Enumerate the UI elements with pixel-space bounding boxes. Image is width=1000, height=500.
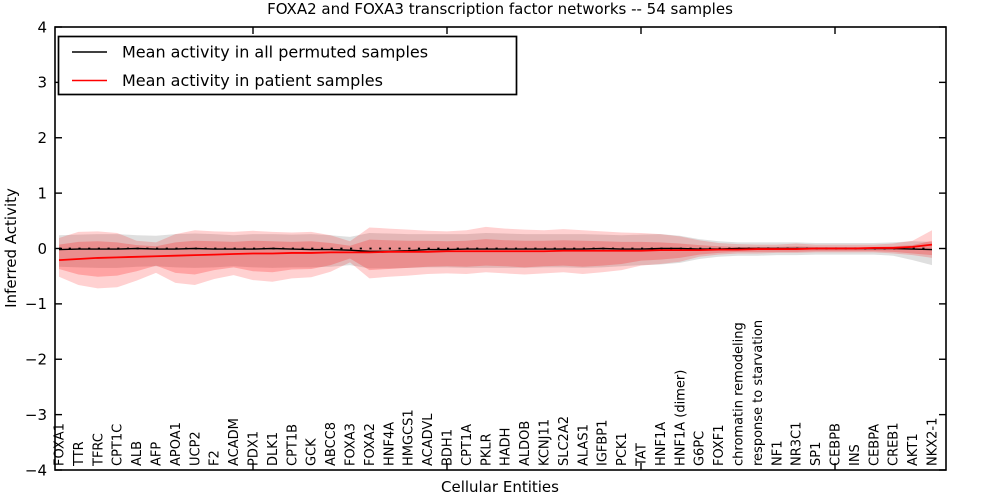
x-category-label: DLK1 xyxy=(266,432,281,466)
y-tick-label: 1 xyxy=(37,184,47,202)
y-tick-label: −2 xyxy=(25,351,47,369)
x-category-label: UCP2 xyxy=(188,431,203,466)
x-category-label: HNF1A xyxy=(654,422,669,466)
y-tick-label: 2 xyxy=(37,129,47,147)
x-category-label: CEBPA xyxy=(867,424,882,466)
x-category-label: CEBPB xyxy=(829,423,844,466)
x-category-label: TFRC xyxy=(91,433,106,467)
x-category-label: KCNJ11 xyxy=(538,419,553,466)
x-category-label: NF1 xyxy=(770,441,785,466)
chart-title: FOXA2 and FOXA3 transcription factor net… xyxy=(267,0,733,18)
x-category-label: BDH1 xyxy=(441,429,456,466)
x-category-label: ACADVL xyxy=(421,413,436,466)
x-category-label: ALB xyxy=(130,441,145,466)
patient-mean-line xyxy=(58,243,933,262)
y-axis-label: Inferred Activity xyxy=(2,188,20,308)
x-category-label: FOXA1 xyxy=(53,423,68,466)
x-category-label: ACADM xyxy=(227,418,242,466)
x-category-label: chromatin remodeling xyxy=(732,322,747,466)
x-category-label: FOXA2 xyxy=(363,423,378,466)
x-category-label: ALAS1 xyxy=(576,424,591,466)
x-category-label: INS xyxy=(848,444,863,466)
y-tick-label: 3 xyxy=(37,74,47,92)
x-category-label: SLC2A2 xyxy=(557,416,572,466)
y-tick-labels: 4 3 2 1 0 −1 −2 −3 −4 xyxy=(25,18,47,479)
x-category-label: PKLR xyxy=(479,433,494,466)
axis-ticks xyxy=(55,26,946,471)
x-category-label: HADH xyxy=(499,428,514,466)
legend-label-permuted: Mean activity in all permuted samples xyxy=(122,43,428,62)
x-category-label: APOA1 xyxy=(169,422,184,466)
x-category-label: AKT1 xyxy=(906,433,921,466)
x-category-label: GCK xyxy=(305,438,320,466)
x-category-label: CPT1C xyxy=(111,424,126,466)
legend-box xyxy=(57,35,518,96)
y-tick-label: −4 xyxy=(25,461,47,479)
y-tick-label: −3 xyxy=(25,406,47,424)
legend: Mean activity in all permuted samples Me… xyxy=(57,35,518,96)
x-category-label: ABCC8 xyxy=(324,422,339,466)
x-category-label: IGFBP1 xyxy=(596,420,611,466)
y-tick-label: −1 xyxy=(25,295,47,313)
series-lines xyxy=(58,243,933,262)
x-category-label: FOXF1 xyxy=(712,424,727,466)
x-category-label: TTR xyxy=(72,441,87,467)
x-category-label: HMGCS1 xyxy=(402,409,417,466)
x-axis-label: Cellular Entities xyxy=(441,478,559,496)
x-category-label: CREB1 xyxy=(887,422,902,466)
patient-outer-band xyxy=(59,226,932,289)
confidence-bands xyxy=(59,226,932,289)
x-category-label: CPT1A xyxy=(460,424,475,466)
x-category-label: PCK1 xyxy=(615,432,630,466)
x-category-labels: FOXA1 TTR TFRC CPT1C ALB AFP APOA1 UCP2 F2 ACADM P… xyxy=(53,320,941,467)
x-category-label: G6PC xyxy=(693,431,708,466)
x-category-label: NR3C1 xyxy=(790,422,805,466)
x-category-label: CPT1B xyxy=(285,424,300,466)
x-category-label: FOXA3 xyxy=(344,423,359,466)
y-tick-label: 4 xyxy=(37,18,47,36)
x-category-label: F2 xyxy=(208,450,223,466)
y-tick-label: 0 xyxy=(37,240,47,258)
x-category-label: SP1 xyxy=(809,442,824,466)
x-category-label: HNF4A xyxy=(382,422,397,466)
x-category-label: NKX2-1 xyxy=(926,418,941,466)
x-category-label: ALDOB xyxy=(518,421,533,466)
x-category-label: HNF1A (dimer) xyxy=(673,370,688,466)
x-category-label: PDX1 xyxy=(247,431,262,466)
legend-label-patient: Mean activity in patient samples xyxy=(122,71,383,90)
x-category-label: TAT xyxy=(635,443,650,467)
x-category-label: response to starvation xyxy=(751,320,766,466)
x-category-label: AFP xyxy=(150,442,165,466)
